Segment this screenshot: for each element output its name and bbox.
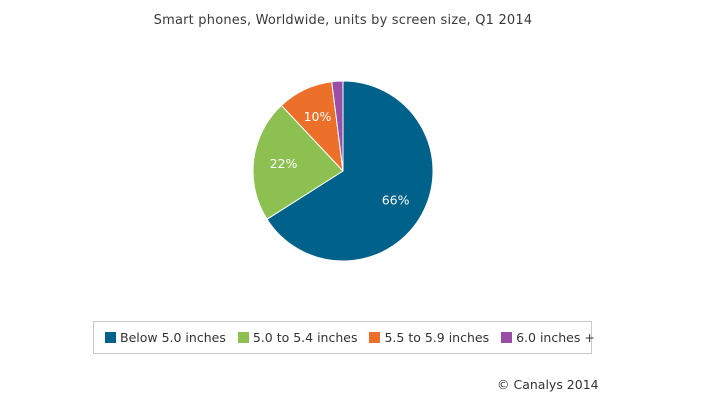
slice-data-label: 22%	[270, 156, 298, 171]
slice-data-label: 66%	[382, 192, 410, 207]
chart-title: Smart phones, Worldwide, units by screen…	[153, 13, 533, 28]
legend-item-5-5-to-5-9[interactable]: 5.5 to 5.9 inches	[369, 330, 489, 345]
legend-label: 5.0 to 5.4 inches	[252, 330, 358, 345]
chart-legend: Below 5.0 inches 5.0 to 5.4 inches 5.5 t…	[93, 321, 595, 354]
legend-swatch	[237, 332, 249, 343]
slice-data-label: 10%	[304, 109, 332, 124]
legend-item-below-5-0[interactable]: Below 5.0 inches	[105, 330, 226, 345]
pie-slice-below-5-0-inches[interactable]	[266, 80, 434, 262]
pie-slice-5-0-to-5-4-inches[interactable]	[252, 104, 344, 220]
legend-label: 5.5 to 5.9 inches	[384, 330, 490, 345]
legend-swatch	[369, 332, 381, 343]
legend-item-5-0-to-5-4[interactable]: 5.0 to 5.4 inches	[237, 330, 358, 345]
legend-label: Below 5.0 inches	[120, 330, 226, 345]
legend-swatch	[105, 332, 116, 343]
legend-label: 6.0 inches +	[516, 330, 595, 345]
copyright-credit: © Canalys 2014	[497, 377, 599, 392]
legend-item-6-0-plus[interactable]: 6.0 inches +	[501, 330, 595, 345]
legend-swatch	[501, 332, 513, 343]
pie-slice-6-0-inches[interactable]	[331, 80, 344, 172]
